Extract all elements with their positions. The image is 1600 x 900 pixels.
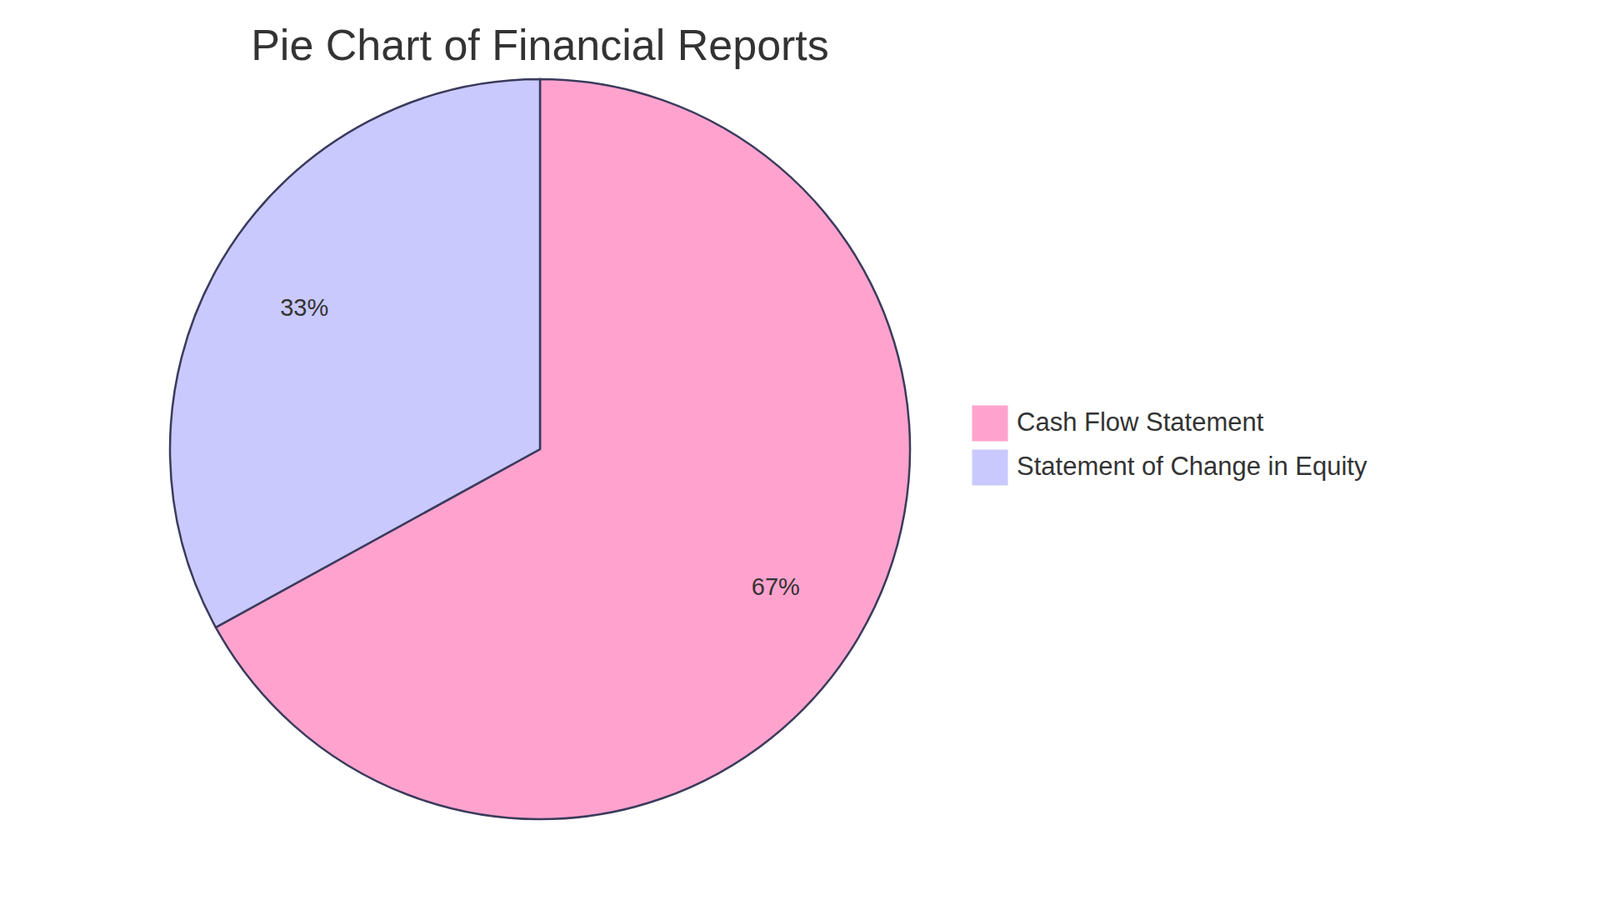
chart-canvas: Pie Chart of Financial Reports 67% 33% Cash… xyxy=(0,0,1600,900)
legend-swatch xyxy=(971,449,1009,486)
data-label: 67% xyxy=(751,573,800,600)
pie-slice xyxy=(170,79,540,628)
legend-label: Cash Flow Statement xyxy=(1016,407,1265,437)
legend-label: Statement of Change in Equity xyxy=(1016,451,1368,481)
legend-swatch xyxy=(971,405,1009,442)
legend: Cash Flow Statement Statement of Change i… xyxy=(971,405,1368,486)
data-labels: 67% 33% xyxy=(280,294,800,600)
chart-title: Pie Chart of Financial Reports xyxy=(250,20,830,70)
pie-slices xyxy=(170,79,910,820)
data-label: 33% xyxy=(280,294,329,321)
